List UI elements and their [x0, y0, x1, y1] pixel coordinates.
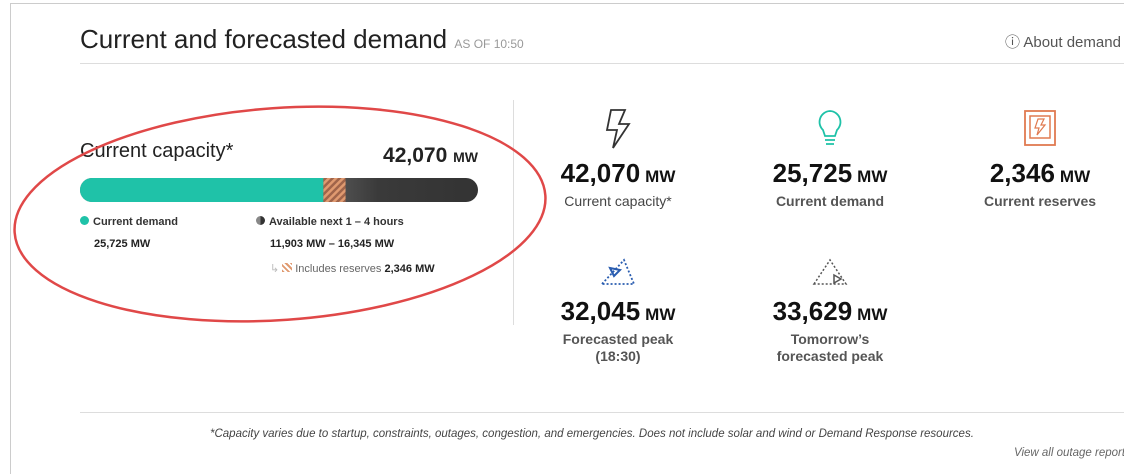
footnote: *Capacity varies due to startup, constra… — [210, 428, 974, 440]
text: 2,346 — [989, 158, 1055, 188]
text: MW — [645, 167, 676, 186]
icon-tomorrow-peak — [812, 258, 848, 285]
divider — [80, 63, 1124, 64]
card — [10, 3, 1124, 474]
text: Includes reserves — [295, 263, 382, 275]
reserves-note: ↳ Includes reserves 2,346 MW — [270, 263, 435, 275]
text: MW — [645, 305, 676, 324]
text: Current demand — [775, 193, 885, 209]
text: MW — [857, 167, 888, 186]
text: 25,725 — [772, 158, 853, 188]
legend-demand: Current demand — [80, 216, 178, 228]
icon-peak — [599, 258, 636, 285]
available-value: 11,903 MW – 16,345 MW — [270, 238, 395, 250]
demand-value: 25,725 MW — [94, 238, 151, 250]
text: Available next 1 – 4 hours — [269, 216, 404, 228]
text: Current reserves — [983, 193, 1097, 209]
tile: 2,346 MW Current reserves — [940, 108, 1124, 210]
text: About demand — [1023, 34, 1121, 51]
page: Current and forecasted demand AS OF 10:5… — [10, 3, 1124, 474]
reserves-segment — [323, 178, 346, 202]
text: 42,070 — [560, 158, 641, 188]
about-link[interactable]: ⓘ About demand — [1005, 34, 1121, 51]
icon-reserve — [1024, 110, 1056, 146]
tile: 25,725 MW Current demand — [730, 108, 930, 210]
text: 32,045 — [560, 296, 641, 326]
text: MW — [453, 149, 478, 165]
icon-bolt — [605, 109, 631, 149]
capacity-value: 42,070 MW — [383, 144, 478, 168]
text: 42,070 — [383, 144, 448, 167]
divider — [80, 412, 1124, 413]
capacity-bar — [80, 178, 478, 202]
tile: 32,045 MW Forecasted peak (18:30) — [518, 258, 718, 365]
demand-segment — [80, 178, 324, 202]
highlight-ellipse — [13, 105, 547, 323]
text: Forecasted peak — [562, 331, 674, 347]
text: Current capacity* — [564, 193, 672, 209]
text: 33,629 — [772, 296, 853, 326]
tile: 33,629 MW Tomorrow’s forecasted peak — [730, 258, 930, 365]
text: MW — [857, 305, 888, 324]
text: 2,346 MW — [384, 263, 435, 275]
outage-link[interactable]: View all outage reports — [1014, 447, 1124, 459]
legend-available: Available next 1 – 4 hours — [256, 216, 404, 228]
text: Current and forecasted demand — [80, 24, 448, 54]
text: Tomorrow’s forecasted peak — [776, 331, 884, 364]
text: MW — [1059, 167, 1091, 186]
title: Current and forecasted demand AS OF 10:5… — [80, 24, 524, 55]
capacity-label: Current capacity* — [80, 140, 234, 162]
icon-bulb — [818, 110, 842, 145]
tile: 42,070 MW Current capacity* — [518, 108, 718, 210]
text: Current demand — [93, 216, 178, 228]
as-of: AS OF 10:50 — [454, 37, 524, 51]
text: (18:30) — [595, 348, 641, 364]
divider — [513, 100, 514, 325]
